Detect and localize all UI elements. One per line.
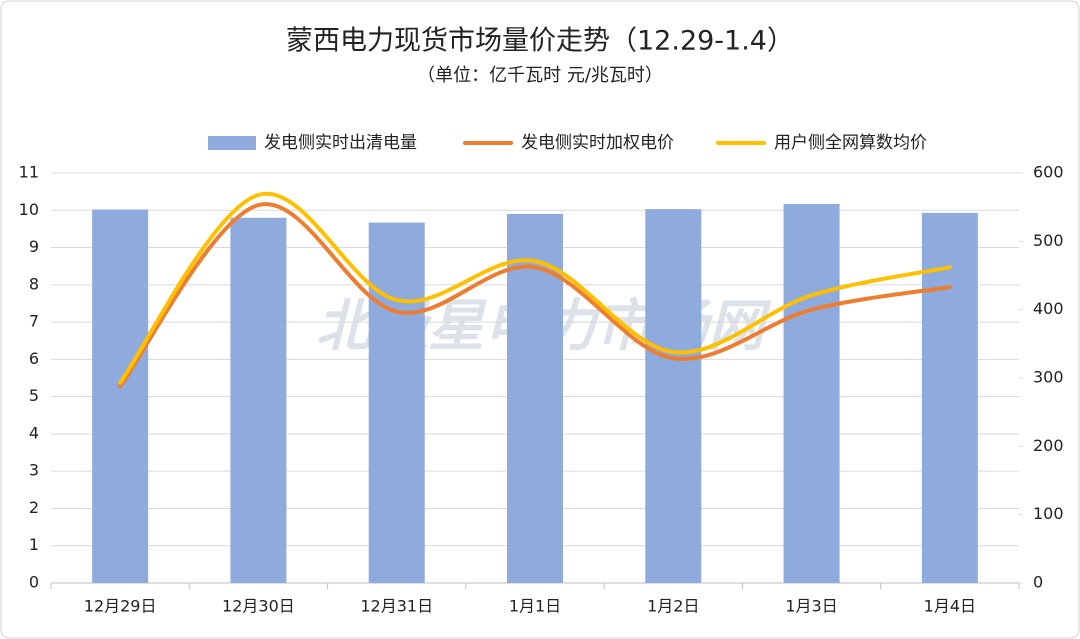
y-tick-label: 3: [29, 461, 39, 480]
y-tick-label: 8: [29, 274, 39, 293]
y2-tick-label: 500: [1033, 231, 1064, 250]
x-tick-label: 12月30日: [222, 597, 295, 616]
y-tick-label: 4: [29, 423, 39, 442]
x-tick-label: 1月3日: [785, 597, 837, 616]
y2-tick-label: 100: [1033, 504, 1064, 523]
y2-tick-label: 0: [1033, 573, 1043, 592]
y2-tick-label: 300: [1033, 368, 1064, 387]
y-tick-label: 2: [29, 498, 39, 517]
legend-label: 发电侧实时加权电价: [521, 133, 674, 153]
y2-tick-label: 200: [1033, 436, 1064, 455]
y-tick-label: 6: [29, 349, 39, 368]
y-tick-label: 5: [29, 386, 39, 405]
bar: [230, 217, 287, 583]
x-tick-label: 1月1日: [509, 597, 561, 616]
legend-label: 用户侧全网算数均价: [774, 133, 927, 153]
line: [118, 202, 952, 389]
chart-title: 蒙西电力现货市场量价走势（12.29-1.4）: [286, 26, 794, 57]
bar: [368, 222, 425, 583]
legend-label: 发电侧实时出清电量: [264, 133, 417, 153]
y2-tick-label: 600: [1033, 163, 1064, 182]
y-tick-label: 11: [19, 163, 39, 182]
bar: [645, 209, 702, 583]
x-tick-label: 12月31日: [360, 597, 433, 616]
bar: [783, 203, 840, 583]
x-tick-label: 1月4日: [924, 597, 976, 616]
y-tick-label: 10: [19, 200, 39, 219]
x-tick-label: 12月29日: [84, 597, 157, 616]
legend-swatch: [208, 136, 256, 150]
y-tick-label: 9: [29, 237, 39, 256]
y-tick-label: 7: [29, 312, 39, 331]
y2-tick-label: 400: [1033, 299, 1064, 318]
x-tick-label: 1月2日: [647, 597, 699, 616]
y-tick-label: 0: [29, 573, 39, 592]
bar: [92, 209, 149, 583]
bar: [921, 212, 978, 583]
line: [118, 191, 952, 385]
y-tick-label: 1: [29, 535, 39, 554]
chart-subtitle: （单位：亿千瓦时 元/兆瓦时）: [417, 65, 663, 86]
